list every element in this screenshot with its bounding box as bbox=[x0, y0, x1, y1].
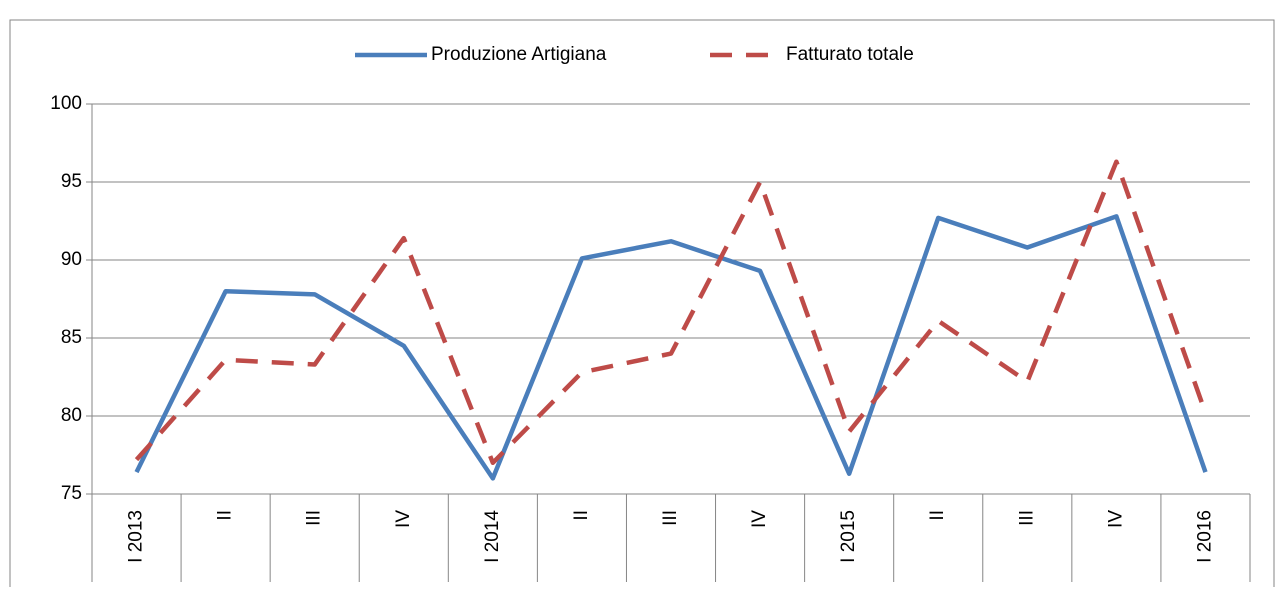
y-tick-label: 95 bbox=[61, 171, 82, 192]
x-tick-label: III bbox=[304, 510, 325, 526]
x-tick-label: IV bbox=[1105, 510, 1126, 528]
x-tick-label: II bbox=[571, 510, 592, 521]
y-tick-label: 75 bbox=[61, 483, 82, 504]
x-tick-label: IV bbox=[393, 510, 414, 528]
x-tick-label: I 2015 bbox=[838, 510, 859, 563]
x-tick-label: I 2013 bbox=[126, 510, 147, 563]
x-tick-label: I 2014 bbox=[482, 510, 503, 563]
legend-label: Fatturato totale bbox=[786, 44, 914, 65]
y-tick-label: 80 bbox=[61, 405, 82, 426]
x-tick-label: I 2016 bbox=[1194, 510, 1215, 563]
series-line bbox=[134, 214, 1208, 481]
x-tick-label: III bbox=[1016, 510, 1037, 526]
x-tick-label: II bbox=[927, 510, 948, 521]
legend-label: Produzione Artigiana bbox=[431, 44, 607, 65]
x-tick-label: IV bbox=[749, 510, 770, 528]
y-tick-label: 85 bbox=[61, 327, 82, 348]
y-tick-label: 90 bbox=[61, 249, 82, 270]
y-tick-label: 100 bbox=[50, 93, 82, 114]
chart-border bbox=[9, 19, 1275, 592]
series-line bbox=[134, 159, 1208, 466]
x-tick-label: III bbox=[660, 510, 681, 526]
x-tick-label: II bbox=[215, 510, 236, 521]
